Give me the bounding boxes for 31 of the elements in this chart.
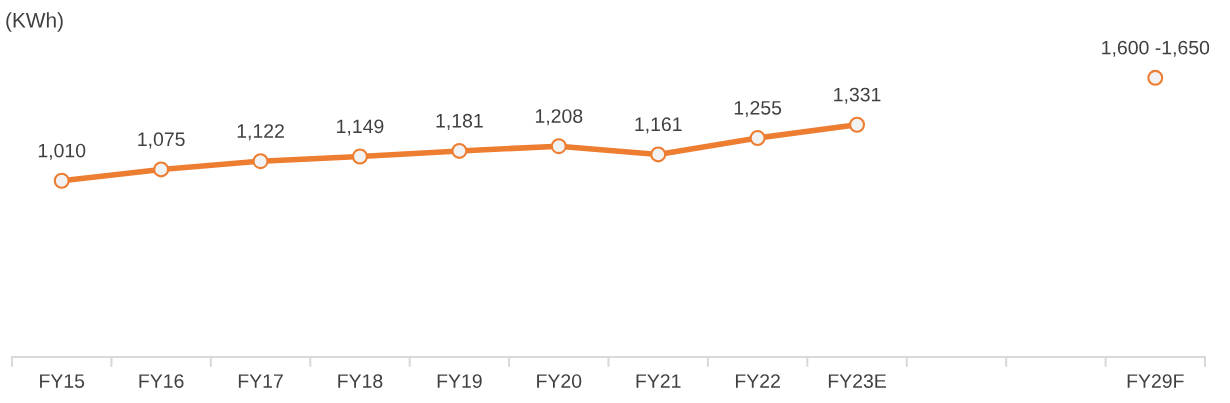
point bbox=[451, 142, 468, 159]
x-tick-label: FY23E bbox=[828, 374, 886, 388]
x-tick-label: FY22 bbox=[735, 374, 780, 388]
x-tick-label: FY17 bbox=[238, 374, 283, 388]
data-label: 1,010 bbox=[38, 143, 86, 160]
x-tick-label: FY29F bbox=[1127, 374, 1184, 388]
point bbox=[153, 161, 170, 178]
point bbox=[749, 130, 766, 146]
point bbox=[650, 146, 667, 163]
data-label: 1,600 -1,650 bbox=[1102, 40, 1210, 57]
x-tick-label: FY18 bbox=[338, 374, 383, 388]
x-tick-label: FY21 bbox=[636, 374, 681, 388]
x-tick-label: FY15 bbox=[40, 374, 85, 388]
data-label: 1,122 bbox=[237, 124, 284, 141]
data-label: 1,075 bbox=[138, 132, 185, 149]
point bbox=[53, 172, 70, 189]
data-label: 1,181 bbox=[436, 113, 483, 130]
x-tick-label: FY19 bbox=[437, 374, 482, 388]
point bbox=[550, 138, 567, 155]
point bbox=[1147, 69, 1164, 86]
point bbox=[849, 116, 866, 133]
point bbox=[351, 148, 368, 165]
data-label: 1,149 bbox=[337, 119, 384, 136]
data-label: 1,208 bbox=[535, 109, 583, 126]
x-tick-label: FY16 bbox=[139, 374, 184, 388]
data-label: 1,161 bbox=[635, 117, 682, 134]
data-label: 1,331 bbox=[834, 87, 881, 104]
point bbox=[252, 153, 269, 170]
data-label: 1,255 bbox=[734, 100, 782, 118]
x-tick-label: FY20 bbox=[537, 374, 582, 388]
y-axis-title: (KWh) bbox=[6, 12, 63, 32]
